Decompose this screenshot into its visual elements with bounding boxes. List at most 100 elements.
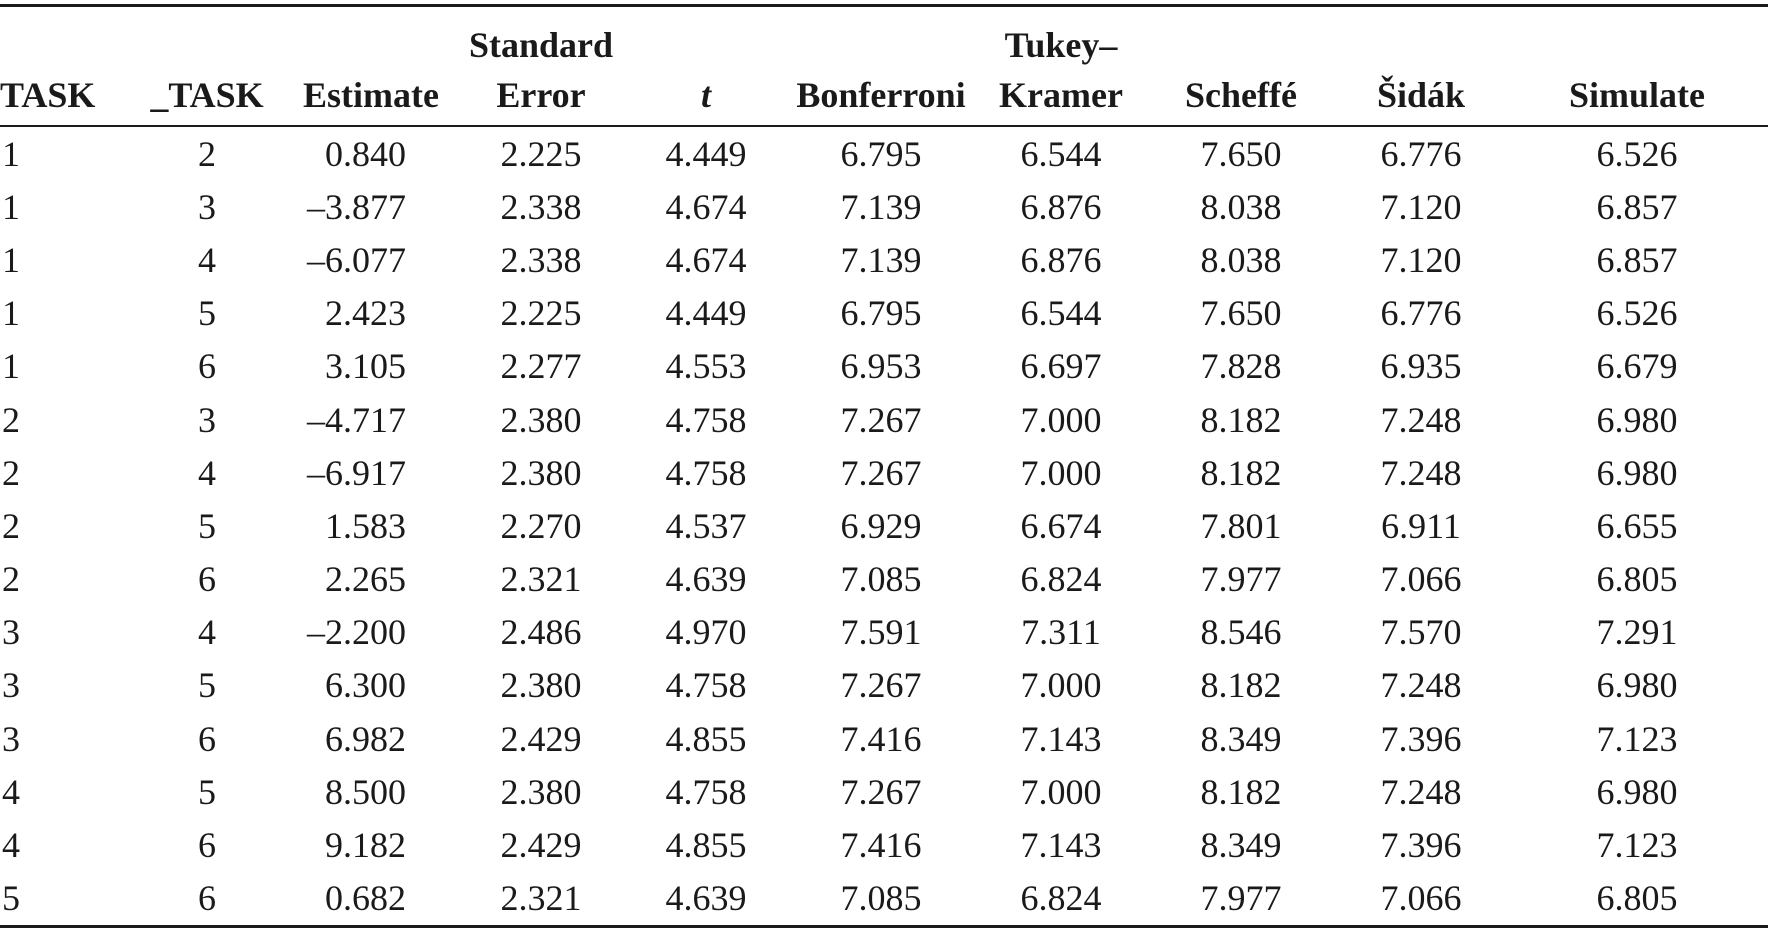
table-cell: 6.824 <box>976 871 1146 928</box>
table-cell: 7.977 <box>1146 871 1336 928</box>
table-cell: 2.225 <box>500 293 582 334</box>
column-header-line1 <box>786 21 976 65</box>
table-cell: 7.000 <box>1020 665 1102 706</box>
table-cell: 7.977 <box>1200 559 1282 600</box>
table-cell: 7.570 <box>1380 612 1462 653</box>
table-cell: 8.182 <box>1200 771 1282 812</box>
table-cell: 6.876 <box>1020 186 1102 227</box>
table-cell: 7.248 <box>1380 665 1462 706</box>
table-cell: 7.139 <box>840 186 922 227</box>
table-cell: 6.980 <box>1596 452 1678 493</box>
table-cell: 7.267 <box>840 452 922 493</box>
table-cell: 1 <box>2 346 20 387</box>
table-cell: 2 <box>2 559 20 600</box>
table-cell: 6.544 <box>1020 133 1102 174</box>
table-cell: 4.449 <box>665 293 747 334</box>
table-cell: –6.917 <box>307 452 406 493</box>
table-cell: 2.380 <box>500 665 582 706</box>
table-row: 4 6 9.182 2.429 4.855 7.416 7.143 8.349 7.396 7.1… <box>0 818 1768 871</box>
table-cell: 4.758 <box>665 771 747 812</box>
table-cell: 2.380 <box>500 399 582 440</box>
top-rule <box>0 4 1768 21</box>
column-header: _TASK <box>128 65 286 127</box>
table-cell: 4.537 <box>665 505 747 546</box>
table-cell: 6.526 <box>1596 293 1678 334</box>
table-cell: –4.717 <box>307 399 406 440</box>
table-cell: 6.805 <box>1596 559 1678 600</box>
table-cell: 6 <box>128 871 286 928</box>
table-cell: 7.000 <box>1020 399 1102 440</box>
column-header: TASK <box>0 65 128 127</box>
table-cell: 6.674 <box>1020 505 1102 546</box>
table-cell: 8.182 <box>1200 452 1282 493</box>
table-cell: 2.380 <box>500 452 582 493</box>
table-cell: 4 <box>2 825 20 866</box>
table-cell: 7.248 <box>1380 399 1462 440</box>
table-cell: 2.338 <box>500 239 582 280</box>
table-cell: 6.953 <box>840 346 922 387</box>
table-cell: –3.877 <box>307 186 406 227</box>
column-header-line1 <box>0 21 128 65</box>
table-cell: 6.929 <box>840 505 922 546</box>
table-cell: 7.248 <box>1380 452 1462 493</box>
table-cell: 4.758 <box>665 399 747 440</box>
column-header-line1 <box>1146 21 1336 65</box>
column-header: Bonferroni <box>786 65 976 127</box>
table-cell: 7.416 <box>840 718 922 759</box>
table-cell: 6.911 <box>1381 505 1461 546</box>
table-cell: 7.000 <box>1020 771 1102 812</box>
table-cell: 7.066 <box>1380 559 1462 600</box>
column-header: t <box>626 65 786 127</box>
table-cell: 6.824 <box>1020 559 1102 600</box>
table-cell: 8.546 <box>1200 612 1282 653</box>
table-cell: 4.855 <box>665 825 747 866</box>
table-cell: 7.267 <box>840 771 922 812</box>
table-cell: 6 <box>198 718 216 759</box>
table-cell: 6 <box>198 825 216 866</box>
table-row: 3 5 6.300 2.380 4.758 7.267 7.000 8.182 7.248 6.9… <box>0 659 1768 712</box>
table-cell: 4.639 <box>626 871 786 928</box>
table-cell: 2 <box>2 505 20 546</box>
table-cell: 6.776 <box>1380 293 1462 334</box>
table-cell: 3 <box>198 399 216 440</box>
table-cell: 7.311 <box>1021 612 1101 653</box>
table-cell: 6.980 <box>1596 665 1678 706</box>
table-cell: 6.544 <box>1020 293 1102 334</box>
table-cell: 8.500 <box>325 771 406 812</box>
table-cell: 2.429 <box>500 718 582 759</box>
table-cell: 8.038 <box>1200 186 1282 227</box>
table-cell: 7.143 <box>1020 718 1102 759</box>
table-cell: 5 <box>198 771 216 812</box>
table-cell: 8.038 <box>1200 239 1282 280</box>
table-cell: 7.267 <box>840 665 922 706</box>
table-cell: 6.526 <box>1596 133 1678 174</box>
table-cell: 2.321 <box>500 559 582 600</box>
table-cell: 2 <box>2 452 20 493</box>
table-cell: 2.225 <box>500 133 582 174</box>
table-cell: 7.267 <box>840 399 922 440</box>
table-row: 3 4 –2.200 2.486 4.970 7.591 7.311 8.546 7.570 7.… <box>0 606 1768 659</box>
column-header-line1 <box>1336 21 1506 65</box>
table-cell: 1.583 <box>325 505 406 546</box>
table-cell: 4.639 <box>665 559 747 600</box>
table-cell: 2.423 <box>325 293 406 334</box>
table-cell: 6.857 <box>1596 239 1678 280</box>
table-row: 1 2 0.840 2.225 4.449 6.795 6.544 7.650 6.776 6.5… <box>0 126 1768 180</box>
table-cell: 2.486 <box>500 612 582 653</box>
table-cell: 4 <box>2 771 20 812</box>
table-cell: 7.123 <box>1596 825 1678 866</box>
table-cell: 5 <box>198 293 216 334</box>
table-cell: 2.429 <box>500 825 582 866</box>
column-header: Error <box>456 65 626 127</box>
table-cell: 7.801 <box>1200 505 1282 546</box>
table-cell: 4.674 <box>665 239 747 280</box>
table-cell: 6.980 <box>1596 399 1678 440</box>
table-cell: 5 <box>198 665 216 706</box>
table-cell: 7.143 <box>1020 825 1102 866</box>
table-cell: 3 <box>2 665 20 706</box>
table-cell: 7.396 <box>1380 718 1462 759</box>
comparison-table-container: Standard Tukey– TASK _TASK Estimate Error t Bo… <box>0 4 1768 928</box>
table-cell: 6.697 <box>1020 346 1102 387</box>
table-cell: 8.349 <box>1200 718 1282 759</box>
table-cell: 6.300 <box>325 665 406 706</box>
